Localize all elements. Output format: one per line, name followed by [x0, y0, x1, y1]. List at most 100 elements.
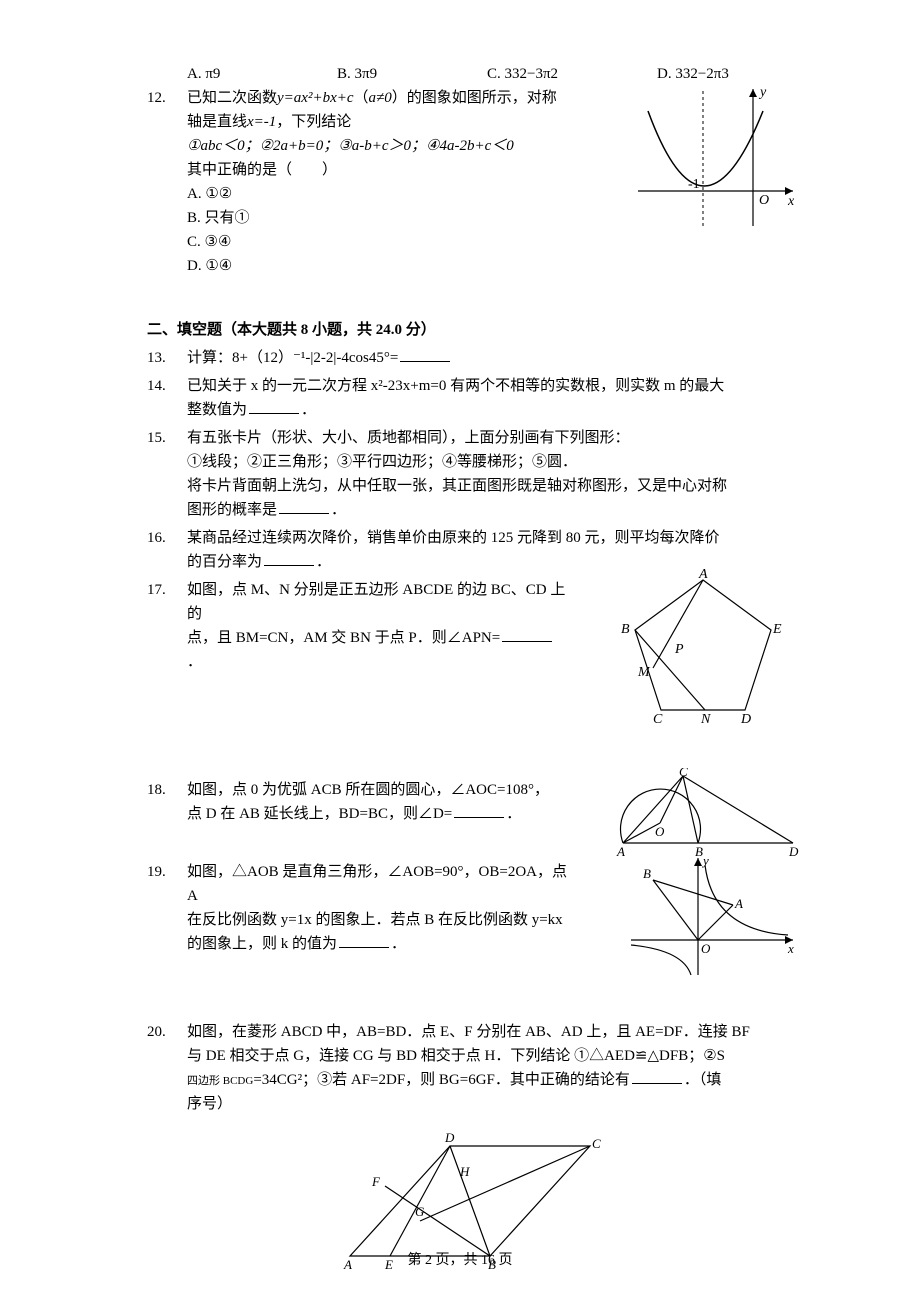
q20-text: 如图，在菱形 ABCD 中，AB=BD．点 E、F 分别在 AB、AD 上，且 … [187, 1020, 773, 1276]
q12-l2c: ，下列结论 [276, 114, 351, 130]
svg-text:M: M [637, 665, 651, 680]
svg-text:F: F [371, 1174, 381, 1189]
svg-text:E: E [772, 622, 782, 637]
q17-blank [502, 627, 552, 642]
q15-l1: 有五张卡片（形状、大小、质地都相同），上面分别画有下列图形： [187, 426, 773, 450]
q15-text: 有五张卡片（形状、大小、质地都相同），上面分别画有下列图形： ①线段；②正三角形… [187, 426, 773, 522]
svg-text:N: N [700, 712, 711, 727]
svg-text:C: C [653, 712, 663, 727]
section2-title: 二、填空题（本大题共 8 小题，共 24.0 分） [147, 318, 773, 342]
svg-text:H: H [459, 1164, 470, 1179]
q16-blank [264, 551, 314, 566]
q12-origin-label: O [759, 193, 769, 208]
q12-opt-d: D. ①④ [187, 254, 577, 278]
q15-l2: ①线段；②正三角形；③平行四边形；④等腰梯形；⑤圆． [187, 450, 773, 474]
q13: 13. 计算：8+（12）⁻¹-|2-2|-4cos45°= [147, 346, 773, 370]
q12-f2: a≠0 [369, 90, 392, 106]
q11-opt-b: B. 3π9 [337, 62, 487, 86]
svg-text:G: G [415, 1204, 425, 1219]
q17-l2a: 点，且 BM=CN，AM 交 BN 于点 P．则∠APN= [187, 630, 500, 646]
q18-l2b: ． [506, 806, 521, 822]
q14: 14. 已知关于 x 的一元二次方程 x²-23x+m=0 有两个不相等的实数根… [147, 374, 773, 422]
q14-l1: 已知关于 x 的一元二次方程 x²-23x+m=0 有两个不相等的实数根，则实数… [187, 374, 773, 398]
svg-text:B: B [621, 622, 630, 637]
svg-text:y: y [701, 853, 709, 868]
q12-figure: -1 O x y [633, 81, 803, 239]
q19-blank [339, 933, 389, 948]
q12-opt-b: B. 只有① [187, 206, 577, 230]
q18-text: 如图，点 0 为优弧 ACB 所在圆的圆心，∠AOC=108°， 点 D 在 A… [187, 778, 567, 826]
q14-l2a: 整数值为 [187, 402, 247, 418]
q14-text: 已知关于 x 的一元二次方程 x²-23x+m=0 有两个不相等的实数根，则实数… [187, 374, 773, 422]
q13-blank [400, 347, 450, 362]
q16-l1: 某商品经过连续两次降价，销售单价由原来的 125 元降到 80 元，则平均每次降… [187, 526, 773, 550]
q18: 18. 如图，点 0 为优弧 ACB 所在圆的圆心，∠AOC=108°， 点 D… [147, 778, 773, 826]
q19-figure: A B O x y [623, 850, 803, 988]
q18-num: 18. [147, 778, 187, 826]
q12-l4: 其中正确的是（ ） [187, 158, 577, 182]
q20-l4: 序号） [187, 1092, 773, 1116]
q16-l2a: 的百分率为 [187, 554, 262, 570]
q13-num: 13. [147, 346, 187, 370]
svg-text:D: D [444, 1130, 455, 1145]
q15-l4a: 图形的概率是 [187, 502, 277, 518]
q12-l2a: 轴是直线 [187, 114, 247, 130]
svg-text:C: C [679, 768, 688, 779]
q12-l2b: x=-1 [247, 114, 276, 130]
svg-text:A: A [734, 896, 743, 911]
q12: 12. 已知二次函数y=ax²+bx+c（a≠0）的图象如图所示，对称 轴是直线… [147, 86, 773, 278]
q19-l1: 如图，△AOB 是直角三角形，∠AOB=90°，OB=2OA，点 A [187, 860, 567, 908]
svg-text:O: O [701, 941, 711, 956]
q20-num: 20. [147, 1020, 187, 1276]
q18-l1: 如图，点 0 为优弧 ACB 所在圆的圆心，∠AOC=108°， [187, 778, 567, 802]
q12-opt-c: C. ③④ [187, 230, 577, 254]
q15: 15. 有五张卡片（形状、大小、质地都相同），上面分别画有下列图形： ①线段；②… [147, 426, 773, 522]
q19-l2: 在反比例函数 y=1x 的图象上．若点 B 在反比例函数 y=kx [187, 908, 567, 932]
svg-text:B: B [643, 866, 651, 881]
q16: 16. 某商品经过连续两次降价，销售单价由原来的 125 元降到 80 元，则平… [147, 526, 773, 574]
q16-text: 某商品经过连续两次降价，销售单价由原来的 125 元降到 80 元，则平均每次降… [187, 526, 773, 574]
q20-l3sub: 四边形 BCDG [187, 1075, 253, 1087]
q20: 20. 如图，在菱形 ABCD 中，AB=BD．点 E、F 分别在 AB、AD … [147, 1020, 773, 1276]
q20-l1: 如图，在菱形 ABCD 中，AB=BD．点 E、F 分别在 AB、AD 上，且 … [187, 1020, 773, 1044]
svg-text:A: A [698, 568, 708, 582]
q17-num: 17. [147, 578, 187, 674]
q17-l1: 如图，点 M、N 分别是正五边形 ABCDE 的边 BC、CD 上的 [187, 578, 567, 626]
q14-l2b: ． [301, 402, 316, 418]
q11-opt-a: A. π9 [187, 62, 337, 86]
svg-text:D: D [740, 712, 751, 727]
q12-stem3: ）的图象如图所示，对称 [392, 90, 557, 106]
q12-num: 12. [147, 86, 187, 278]
q17: 17. 如图，点 M、N 分别是正五边形 ABCDE 的边 BC、CD 上的 点… [147, 578, 773, 674]
svg-text:C: C [592, 1136, 601, 1151]
q12-stem2: （ [354, 90, 369, 106]
q17-figure: A B E C D M N P [613, 568, 793, 736]
page-footer: 第 2 页，共 16 页 [0, 1250, 920, 1272]
svg-text:x: x [787, 941, 794, 956]
q15-l4b: ． [331, 502, 346, 518]
q20-blank [632, 1069, 682, 1084]
q12-text: 已知二次函数y=ax²+bx+c（a≠0）的图象如图所示，对称 轴是直线x=-1… [187, 86, 577, 278]
q20-l3a: =34CG²；③若 AF=2DF，则 BG=6GF．其中正确的结论有 [253, 1072, 630, 1088]
q12-opt-a: A. ①② [187, 182, 577, 206]
q16-l2b: ． [316, 554, 331, 570]
q12-stem1: 已知二次函数 [187, 90, 277, 106]
svg-text:P: P [674, 642, 684, 657]
q14-blank [249, 399, 299, 414]
q20-l3b: ．（填 [684, 1072, 722, 1088]
q19-text: 如图，△AOB 是直角三角形，∠AOB=90°，OB=2OA，点 A 在反比例函… [187, 860, 567, 956]
q12-l3: ①abc＜0；②2a+b=0；③a-b+c＞0；④4a-2b+c＜0 [187, 134, 577, 158]
q11-opt-c: C. 332−3π2 [487, 62, 657, 86]
q15-l3: 将卡片背面朝上洗匀，从中任取一张，其正面图形既是轴对称图形，又是中心对称 [187, 474, 773, 498]
q19-l3a: 的图象上，则 k 的值为 [187, 936, 337, 952]
q17-l2b: ． [187, 654, 202, 670]
q19: 19. 如图，△AOB 是直角三角形，∠AOB=90°，OB=2OA，点 A 在… [147, 860, 773, 956]
q18-l2a: 点 D 在 AB 延长线上，BD=BC，则∠D= [187, 806, 452, 822]
q12-neg1-label: -1 [688, 177, 700, 192]
q16-num: 16. [147, 526, 187, 574]
q12-y-label: y [758, 85, 767, 100]
q13-t: 计算：8+（12）⁻¹-|2-2|-4cos45°= [187, 350, 398, 366]
q15-blank [279, 499, 329, 514]
q19-l3b: ． [391, 936, 406, 952]
q12-x-label: x [787, 194, 795, 209]
